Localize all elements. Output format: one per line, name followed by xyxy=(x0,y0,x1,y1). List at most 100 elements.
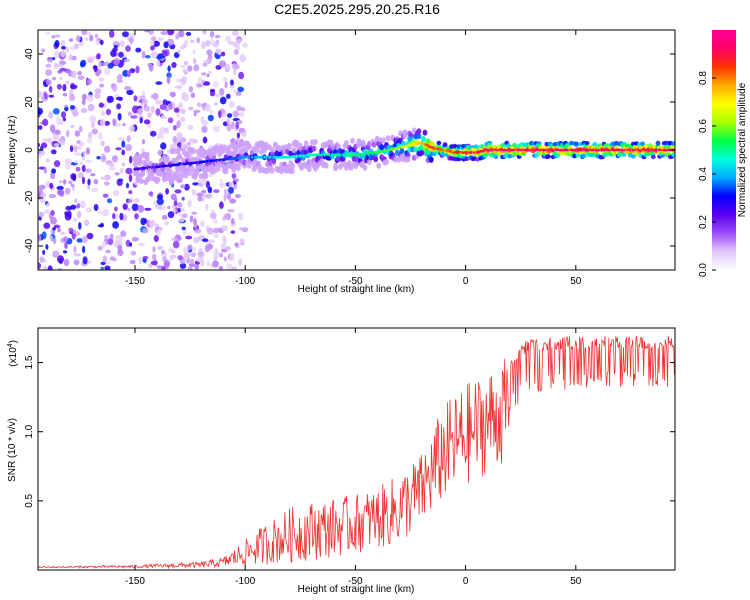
heatmap-noise-cell xyxy=(232,110,239,118)
heatmap-ridge-cell xyxy=(575,153,581,158)
heatmap-noise-cell xyxy=(212,81,220,88)
heatmap-noise-cell xyxy=(117,137,125,141)
heatmap-noise-cell xyxy=(77,75,85,80)
heatmap-noise-cell xyxy=(160,142,167,150)
heatmap-noise-cell xyxy=(172,135,177,143)
heatmap-noise-cell xyxy=(214,34,221,39)
heatmap-noise-cell xyxy=(209,88,216,93)
heatmap-noise-cell xyxy=(167,65,171,72)
heatmap-noise-cell xyxy=(183,93,189,102)
heatmap-ridge-cell xyxy=(269,167,275,174)
heatmap-noise-cell xyxy=(159,104,167,110)
heatmap-noise-cell xyxy=(219,60,227,68)
heatmap-noise-cell xyxy=(64,158,72,164)
heatmap-ridge-cell xyxy=(655,141,661,146)
heatmap-ridge-cell xyxy=(381,137,386,144)
heatmap-noise-cell xyxy=(119,40,125,48)
heatmap-ridge-cell xyxy=(311,145,317,152)
heatmap-noise-cell xyxy=(137,107,143,115)
heatmap-noise-cell xyxy=(64,187,71,195)
heatmap-noise-cell xyxy=(39,256,45,263)
heatmap-noise-cell xyxy=(205,180,210,189)
heatmap-noise-cell xyxy=(239,238,245,246)
heatmap-noise-cell xyxy=(189,39,195,43)
heatmap-noise-cell xyxy=(156,198,164,205)
heatmap-noise-cell xyxy=(210,209,215,214)
heatmap-noise-cell xyxy=(116,73,123,82)
heatmap-noise-cell xyxy=(74,130,81,137)
heatmap-noise-cell xyxy=(201,190,207,194)
heatmap-noise-cell xyxy=(122,123,126,127)
heatmap-noise-cell xyxy=(201,40,206,49)
heatmap-noise-cell xyxy=(78,141,85,147)
heatmap-noise-cell xyxy=(93,65,98,72)
heatmap-y-tick-label: 0 xyxy=(24,147,35,153)
heatmap-noise-cell xyxy=(130,32,135,39)
heatmap-noise-cell xyxy=(102,176,107,180)
heatmap-noise-cell xyxy=(102,208,110,217)
heatmap-noise-cell xyxy=(201,120,209,126)
heatmap-noise-cell xyxy=(128,174,133,183)
heatmap-noise-cell xyxy=(228,186,234,194)
heatmap-noise-cell xyxy=(119,167,124,175)
snr-y-label: SNR (10 * v/v) xyxy=(7,418,18,482)
heatmap-noise-cell xyxy=(87,57,94,64)
heatmap-noise-cell xyxy=(91,121,95,129)
heatmap-ridge-cell xyxy=(546,154,551,159)
heatmap-noise-cell xyxy=(57,70,63,74)
heatmap-noise-cell xyxy=(182,246,189,254)
heatmap-noise-cell xyxy=(223,256,227,262)
heatmap-noise-cell xyxy=(218,110,222,119)
heatmap-noise-cell xyxy=(87,184,91,190)
heatmap-noise-cell xyxy=(109,233,114,240)
heatmap-noise-cell xyxy=(226,263,233,270)
colorbar-label: Normalized spectral amplitude xyxy=(737,82,748,217)
heatmap-noise-cell xyxy=(57,255,64,264)
heatmap-noise-cell xyxy=(157,245,164,250)
heatmap-noise-cell xyxy=(107,238,114,246)
heatmap-noise-cell xyxy=(86,232,94,240)
heatmap-noise-cell xyxy=(229,198,237,204)
heatmap-noise-cell xyxy=(38,125,43,130)
heatmap-noise-cell xyxy=(51,149,57,155)
heatmap-ridge-cell xyxy=(402,132,408,139)
heatmap-ridge-cell xyxy=(168,169,173,176)
heatmap-noise-cell xyxy=(177,49,181,54)
heatmap-noise-cell xyxy=(204,244,210,253)
heatmap-noise-cell xyxy=(96,156,101,160)
heatmap-noise-cell xyxy=(89,115,97,123)
heatmap-noise-cell xyxy=(77,71,82,76)
heatmap-noise-cell xyxy=(177,202,183,208)
heatmap-ridge-cell xyxy=(182,165,187,172)
heatmap-ridge-cell xyxy=(299,165,304,171)
heatmap-noise-cell xyxy=(117,112,122,121)
heatmap-noise-cell xyxy=(86,78,92,85)
heatmap-noise-cell xyxy=(70,82,76,90)
heatmap-ridge-cell xyxy=(422,129,428,136)
heatmap-noise-cell xyxy=(82,245,86,254)
heatmap-noise-cell xyxy=(93,179,99,185)
heatmap-noise-cell xyxy=(212,125,220,133)
heatmap-noise-cell xyxy=(152,246,156,253)
heatmap-noise-cell xyxy=(96,53,101,60)
colorbar-tick-label: 0.0 xyxy=(698,263,709,277)
heatmap-noise-cell xyxy=(190,92,196,99)
heatmap-noise-cell xyxy=(207,186,213,194)
heatmap-noise-cell xyxy=(101,110,106,116)
heatmap-noise-cell xyxy=(215,48,221,54)
heatmap-noise-cell xyxy=(238,212,244,221)
heatmap-noise-cell xyxy=(109,256,116,261)
heatmap-noise-cell xyxy=(38,234,42,242)
heatmap-noise-cell xyxy=(38,90,42,98)
heatmap-noise-cell xyxy=(164,221,170,226)
heatmap-noise-cell xyxy=(236,194,242,199)
heatmap-ridge-cell xyxy=(367,159,372,165)
heatmap-ridge-cell xyxy=(200,147,206,154)
figure-title: C2E5.2025.295.20.25.R16 xyxy=(274,1,440,17)
heatmap-noise-cell xyxy=(148,191,153,196)
heatmap-noise-cell xyxy=(227,209,235,213)
heatmap-noise-cell xyxy=(200,72,207,76)
heatmap-noise-cell xyxy=(43,267,48,270)
heatmap-noise-cell xyxy=(98,60,102,69)
heatmap-noise-cell xyxy=(156,56,164,60)
